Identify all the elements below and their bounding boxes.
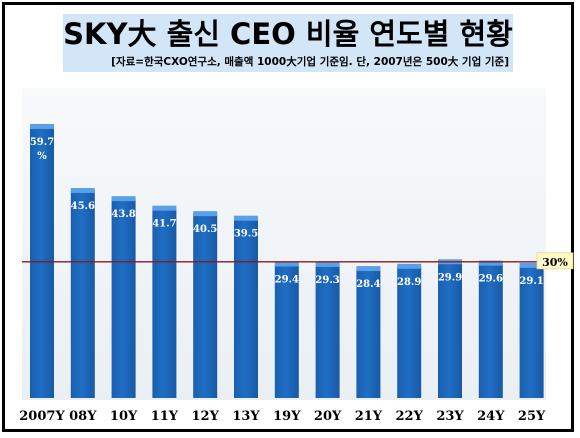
x-tick-label: 24Y [477, 409, 505, 424]
reference-label: 30% [542, 256, 568, 269]
bar-cap [30, 123, 54, 129]
bar [315, 264, 340, 398]
bar [519, 265, 544, 398]
bar [274, 264, 299, 398]
data-label: 45.6 [71, 201, 95, 212]
x-tick-label: 20Y [314, 409, 342, 424]
bar-cap [234, 215, 258, 221]
bar-cap [274, 261, 299, 267]
x-tick-label: 13Y [232, 409, 260, 424]
bar [70, 190, 95, 398]
bar-cap [111, 196, 136, 202]
data-label: 29.9 [438, 272, 462, 283]
x-tick-label: 23Y [436, 409, 464, 424]
data-label: 29.1 [519, 276, 543, 287]
data-label: 29.3 [315, 275, 339, 286]
data-label: 41.7 [152, 219, 176, 230]
bar-cap [356, 266, 381, 272]
x-tick-label: 2007Y [19, 409, 65, 424]
x-tick-label: 12Y [192, 409, 220, 424]
x-tick-label: 08Y [69, 409, 97, 424]
x-tick-label: 11Y [151, 409, 179, 424]
reference-label-box [536, 252, 574, 270]
bar [397, 266, 422, 398]
bar [234, 218, 258, 398]
x-tick-label: 21Y [355, 409, 383, 424]
bar-cap [397, 263, 422, 269]
title-banner [63, 14, 513, 72]
bar-cap [519, 262, 544, 268]
bar [356, 269, 381, 398]
bar [193, 214, 218, 398]
x-tick-label: 19Y [273, 409, 301, 424]
bar-cap [152, 205, 177, 211]
data-label: 29.6 [479, 274, 503, 285]
x-tick-label: 10Y [110, 409, 138, 424]
bar [152, 208, 177, 398]
bar-cap [193, 211, 218, 217]
x-tick-label: 22Y [396, 409, 424, 424]
data-label: 29.4 [275, 275, 299, 286]
chart-source-note: [자료=한국CXO연구소, 매출액 1000大기업 기준임. 단, 2007년은… [111, 56, 509, 68]
bar-cap [478, 260, 503, 266]
data-label: 39.5 [234, 229, 258, 240]
data-label: % [37, 151, 47, 162]
data-label: 43.8 [111, 209, 135, 220]
bar-cap [70, 187, 95, 193]
chart-title: SKY大 출신 CEO 비율 연도별 현황 [63, 17, 513, 51]
data-label: 28.4 [356, 279, 380, 290]
data-label: 40.5 [193, 224, 217, 235]
bar [111, 199, 136, 398]
bar-cap [315, 261, 340, 267]
data-label: 59.7 [30, 137, 54, 148]
data-label: 28.9 [397, 277, 421, 288]
bar [478, 263, 503, 398]
bar [30, 126, 54, 398]
bar [438, 262, 462, 398]
x-tick-label: 25Y [518, 409, 546, 424]
